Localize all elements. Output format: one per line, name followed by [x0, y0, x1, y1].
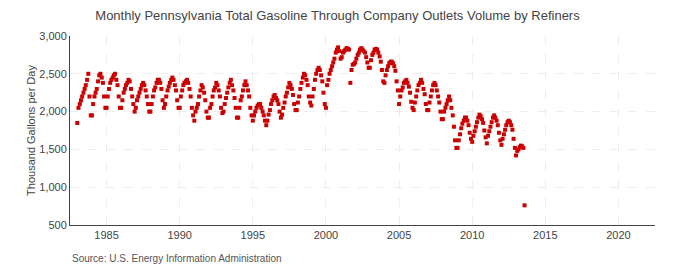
svg-text:1985: 1985: [94, 229, 118, 241]
svg-text:1,000: 1,000: [39, 181, 67, 193]
svg-text:2020: 2020: [606, 229, 630, 241]
svg-text:2000: 2000: [314, 229, 338, 241]
svg-text:2015: 2015: [533, 229, 557, 241]
svg-text:1995: 1995: [241, 229, 265, 241]
svg-text:Monthly Pennsylvania Total Gas: Monthly Pennsylvania Total Gasoline Thro…: [95, 8, 580, 23]
svg-text:1990: 1990: [167, 229, 191, 241]
svg-text:Source: U.S. Energy Informatio: Source: U.S. Energy Information Administ…: [72, 253, 282, 264]
svg-text:2010: 2010: [460, 229, 484, 241]
svg-text:2,000: 2,000: [39, 105, 67, 117]
svg-text:500: 500: [48, 219, 66, 231]
svg-text:1,500: 1,500: [39, 143, 67, 155]
svg-text:2,500: 2,500: [39, 68, 67, 80]
svg-text:Thousand Gallons per Day: Thousand Gallons per Day: [25, 65, 37, 196]
svg-text:3,000: 3,000: [39, 30, 67, 42]
svg-text:2005: 2005: [387, 229, 411, 241]
